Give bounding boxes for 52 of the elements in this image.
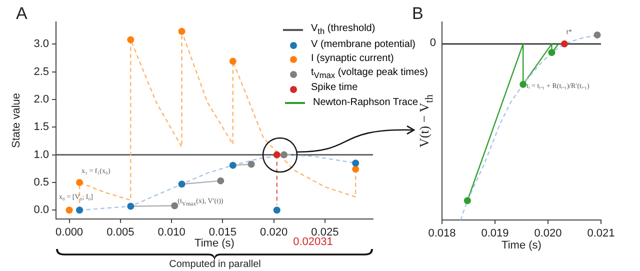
legend-label: Newton-Raphson Trace: [313, 96, 418, 110]
point: [66, 206, 73, 214]
legend-label: Spike time: [311, 81, 358, 96]
x-tick-label: 0.000: [56, 226, 84, 239]
y-axis-title: State value: [10, 92, 23, 148]
x-tick-label: 0.020: [534, 228, 562, 240]
point: [248, 160, 255, 168]
y-tick-label: 1.0: [34, 148, 49, 161]
legend-label: V (membrane potential): [311, 38, 416, 52]
x-tick-label: 0.015: [208, 226, 236, 239]
point: [229, 58, 236, 65]
point: [76, 206, 84, 214]
legend-label: I (synaptic current): [311, 52, 394, 66]
x-tick-label: 0.021: [587, 228, 615, 240]
legend-label: V$_{th}$ (threshold): [311, 22, 376, 38]
x-tick-label: 0.010: [158, 226, 186, 239]
point: [178, 28, 186, 35]
point: [229, 162, 236, 169]
text: 0.02031: [293, 236, 333, 248]
point: [560, 40, 568, 48]
point: [464, 197, 471, 204]
y-tick-label: 3.0: [34, 38, 49, 50]
point: [273, 206, 280, 214]
point: [352, 166, 360, 173]
point: [127, 202, 134, 210]
chart-title: A: [16, 4, 28, 24]
x-axis-title: Time (s): [502, 239, 542, 252]
point: [352, 160, 360, 167]
y-tick-label: 0.5: [34, 176, 49, 189]
point: [178, 180, 186, 188]
y-tick-label: 1.5: [34, 121, 49, 134]
x-tick-label: 0.019: [481, 228, 509, 240]
point: [171, 202, 178, 210]
point: [548, 49, 556, 56]
point: [520, 80, 527, 88]
y-tick-label: 0.0: [34, 204, 49, 216]
ref-line-label: 0: [430, 36, 436, 49]
legend-label: t$_{Vmax}$ (voltage peak times): [311, 66, 428, 82]
x-tick-label: 0.005: [106, 226, 134, 239]
point: [594, 31, 601, 38]
text: Computed in parallel: [169, 259, 261, 270]
x-tick-label: 0.018: [428, 228, 456, 240]
point: [217, 177, 224, 184]
point: [280, 151, 288, 158]
x-tick-label: 0.020: [260, 226, 288, 239]
y-tick-label: 2.0: [34, 94, 49, 106]
y-tick-label: 2.5: [34, 66, 49, 78]
point: [273, 151, 280, 158]
point: [76, 178, 84, 186]
chart-title: B: [412, 4, 424, 24]
point: [127, 36, 134, 44]
x-axis-title: Time (s): [194, 237, 234, 250]
